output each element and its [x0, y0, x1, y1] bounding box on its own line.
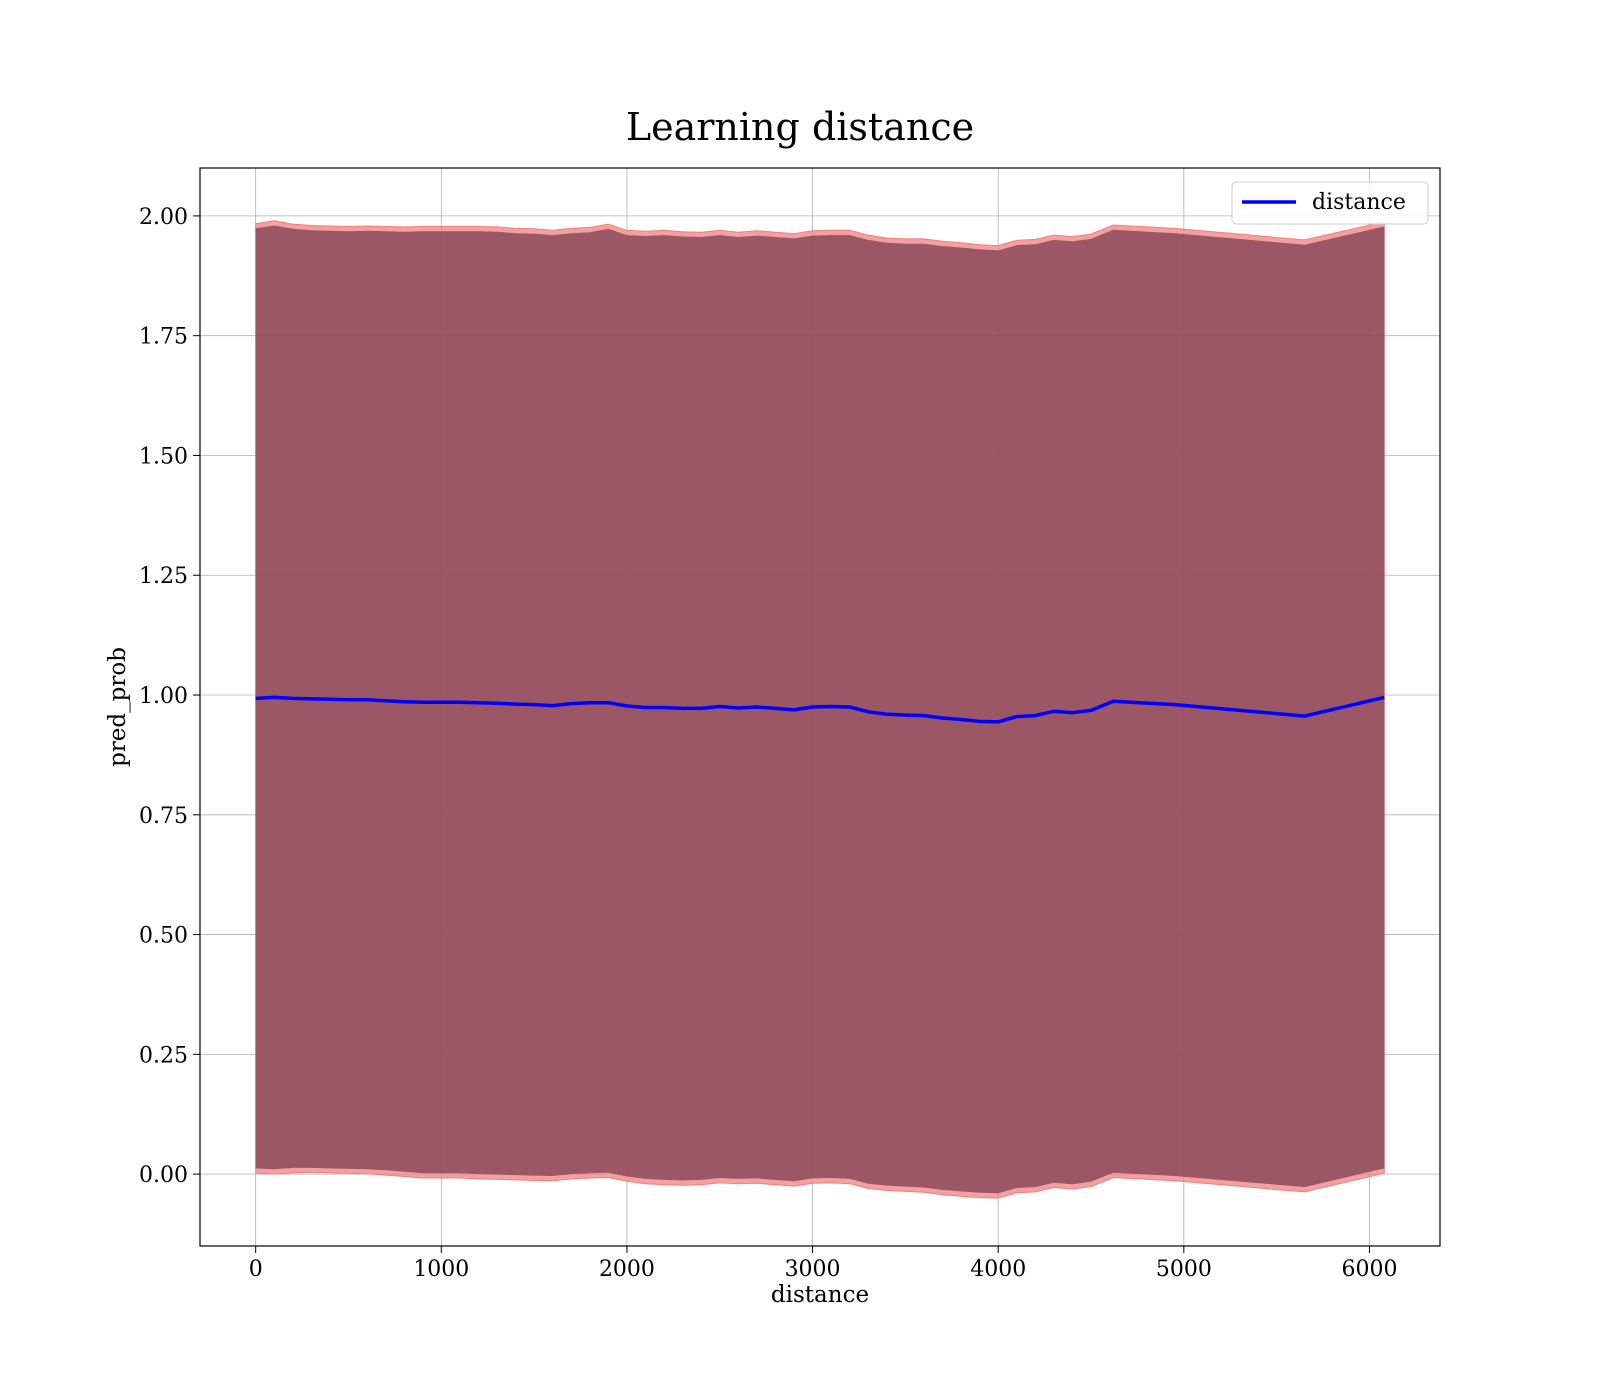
legend-box: [1231, 181, 1429, 225]
x-tick-label: 2000: [599, 1257, 655, 1282]
x-tick-label: 6000: [1341, 1257, 1397, 1282]
y-axis-title: pred_prob: [105, 647, 131, 767]
axis-ticks: 0 1000 2000 3000 4000 5000 6000 0.00 0.25 0.50 0.7…: [139, 205, 1397, 1282]
plot-frame: [199, 167, 1441, 1247]
legend: distance: [1231, 181, 1429, 225]
y-tick-label: 0.50: [139, 924, 188, 949]
band-inner: [255, 225, 1385, 1194]
x-tick-label: 4000: [970, 1257, 1026, 1282]
y-tick-label: 0.00: [139, 1163, 188, 1188]
y-tick-label: 1.25: [139, 564, 188, 589]
series-lines: [255, 695, 1385, 724]
y-tick-label: 1.75: [139, 325, 188, 350]
y-tick-label: 1.50: [139, 444, 188, 469]
x-tick-label: 0: [249, 1257, 263, 1282]
x-tick-label: 5000: [1156, 1257, 1212, 1282]
y-tick-label: 0.25: [139, 1043, 188, 1068]
confidence-bands: [255, 220, 1385, 1199]
y-tick-label: 0.75: [139, 804, 188, 829]
x-axis-title: distance: [771, 1282, 869, 1308]
x-tick-label: 1000: [413, 1257, 469, 1282]
legend-label-distance: distance: [1312, 190, 1406, 215]
series-line-distance: [255, 695, 1385, 724]
y-tick-label: 1.00: [139, 684, 188, 709]
y-tick-label: 2.00: [139, 205, 188, 230]
chart-title: Learning distance: [626, 105, 974, 149]
x-tick-label: 3000: [785, 1257, 841, 1282]
